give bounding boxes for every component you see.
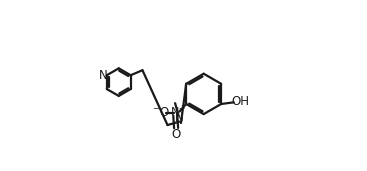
Text: N: N [175,111,184,124]
Text: $^{-}$O: $^{-}$O [152,106,170,119]
Text: O: O [171,128,181,141]
Text: OH: OH [231,95,249,108]
Text: N$^{+}$: N$^{+}$ [170,104,186,119]
Text: N: N [99,69,108,82]
